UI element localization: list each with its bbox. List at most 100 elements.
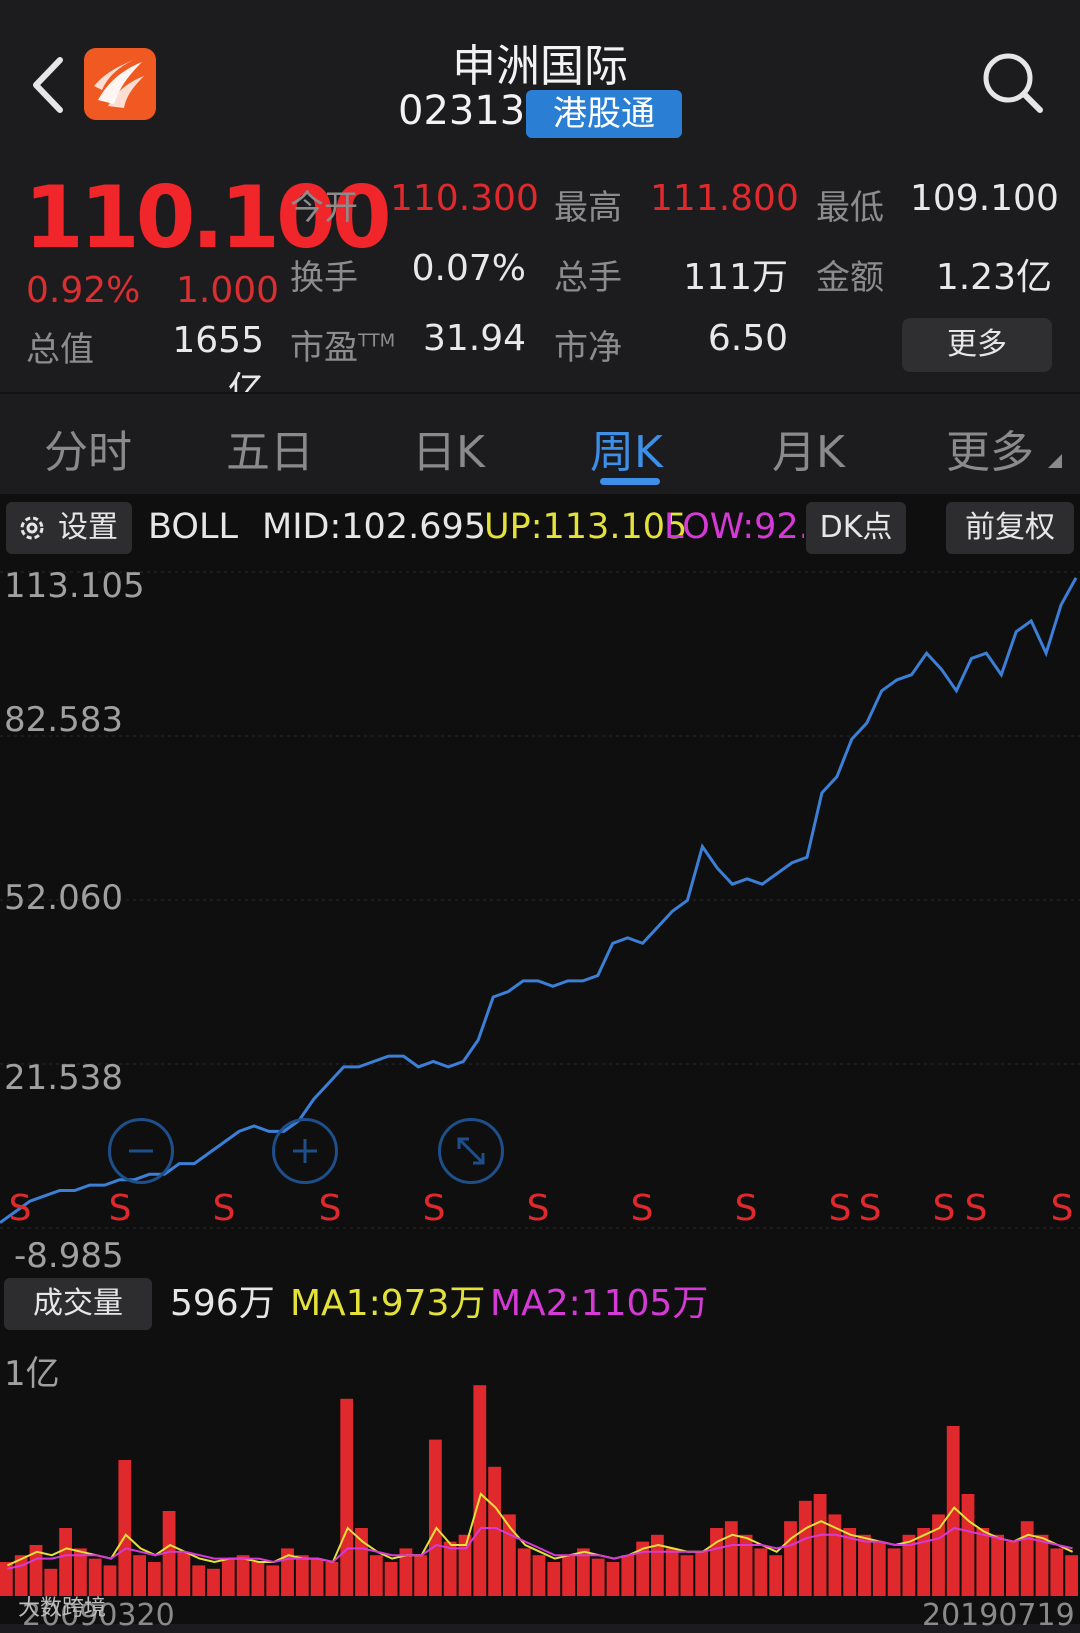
volume-bar (473, 1385, 487, 1596)
volume-bar (621, 1555, 635, 1596)
sell-signal-mark: S (9, 1188, 32, 1229)
search-icon[interactable] (978, 48, 1048, 118)
volume-ma2: MA2:1105万 (490, 1283, 709, 1324)
tab-intraday[interactable]: 分时 (44, 427, 132, 478)
volume-bar (872, 1541, 886, 1596)
sell-signal-mark: S (527, 1188, 550, 1229)
volume-bar (1035, 1534, 1049, 1596)
volume-bar (0, 1562, 13, 1596)
volume-bar (59, 1528, 72, 1596)
sell-signal-mark: S (631, 1188, 654, 1229)
zoom-in-button[interactable] (272, 1118, 338, 1184)
high-value: 111.800 (650, 178, 799, 219)
minus-icon (129, 1149, 153, 1153)
volume-bar (562, 1555, 575, 1596)
volume-bar-chart[interactable] (0, 1334, 1080, 1598)
volume-bar (798, 1500, 812, 1596)
volume-bar (162, 1511, 176, 1596)
volume-bar (1006, 1541, 1019, 1596)
fullscreen-button[interactable] (438, 1118, 504, 1184)
open-label: 今开 (290, 188, 358, 228)
volume-bar (695, 1551, 709, 1596)
volume-bar (399, 1548, 413, 1596)
tab-more[interactable]: 更多 (946, 427, 1034, 478)
volume-bar (133, 1555, 146, 1596)
last-price: 110.100 (24, 168, 392, 268)
volume-bar (192, 1565, 206, 1596)
volume-bar (44, 1568, 58, 1596)
pb-value: 6.50 (707, 318, 788, 359)
volume-bar (207, 1568, 220, 1596)
zoom-out-button[interactable] (108, 1118, 174, 1184)
volume-bar (724, 1521, 738, 1596)
boll-label: BOLL (148, 507, 238, 547)
volume-bar (74, 1548, 87, 1596)
volume-label: 总手 (554, 258, 622, 298)
volume-bar (325, 1562, 339, 1596)
volume-bar (384, 1562, 398, 1596)
price-line (0, 577, 1078, 1224)
volume-current: 596万 (170, 1283, 275, 1324)
tab-five-day[interactable]: 五日 (226, 427, 314, 478)
pb-label: 市净 (554, 328, 622, 368)
turnover-value: 0.07% (411, 248, 526, 289)
tab-daily-k[interactable]: 日K (412, 427, 485, 478)
volume-indicator-button[interactable]: 成交量 (4, 1278, 152, 1330)
date-end: 20190719 (922, 1598, 1075, 1633)
sell-signal-mark: S (423, 1188, 446, 1229)
volume-bar (813, 1494, 827, 1596)
sell-signal-mark: S (319, 1188, 342, 1229)
y-tick-4: 21.538 (4, 1058, 123, 1098)
watermark: 大数跨境 (18, 1596, 107, 1621)
dk-point-button[interactable]: DK点 (806, 502, 906, 554)
sell-signal-mark: S (109, 1188, 132, 1229)
volume-value: 111万 (683, 257, 788, 298)
volume-bar (710, 1528, 723, 1596)
volume-bar (355, 1528, 368, 1596)
boll-low: LOW:92. (664, 507, 804, 547)
volume-bar (606, 1562, 620, 1596)
settings-label: 设置 (58, 510, 118, 545)
sell-signal-mark: S (829, 1188, 852, 1229)
volume-bar (429, 1439, 442, 1596)
sell-signal-mark: S (965, 1188, 988, 1229)
volume-bar (310, 1558, 324, 1596)
volume-bar (577, 1548, 590, 1596)
volume-bar (739, 1534, 753, 1596)
sell-signal-mark: S (1051, 1188, 1074, 1229)
volume-bar (266, 1565, 280, 1596)
stock-code: 02313 (398, 88, 526, 134)
volume-bar (295, 1555, 309, 1596)
adjust-button[interactable]: 前复权 (946, 502, 1074, 554)
divider (0, 392, 1080, 394)
volume-bar (1020, 1521, 1034, 1596)
volume-bar (443, 1541, 457, 1596)
volume-bar (177, 1551, 191, 1596)
more-quote-button[interactable]: 更多 (902, 318, 1052, 372)
amount-value: 1.23亿 (935, 257, 1052, 298)
plus-icon (293, 1139, 317, 1163)
volume-bar (769, 1555, 783, 1596)
settings-button[interactable]: 设置 (6, 502, 132, 554)
volume-bar (118, 1460, 132, 1596)
y-tick-2: 82.583 (4, 700, 123, 740)
sell-signal-mark: S (933, 1188, 956, 1229)
volume-bar (784, 1521, 797, 1596)
boll-mid: MID:102.695 (262, 507, 486, 547)
volume-bar (251, 1562, 265, 1596)
change-amount: 1.000 (176, 270, 280, 311)
volume-bar (665, 1548, 679, 1596)
tab-monthly-k[interactable]: 月K (772, 427, 845, 478)
volume-bar (976, 1528, 990, 1596)
volume-bar (917, 1528, 931, 1596)
volume-bar (488, 1466, 501, 1596)
volume-bar (991, 1534, 1004, 1596)
pe-ttm-sup: TTM (358, 330, 396, 352)
chevron-left-icon[interactable] (26, 50, 76, 120)
tab-weekly-k[interactable]: 周K (590, 427, 663, 478)
sell-signal-mark: S (735, 1188, 758, 1229)
volume-bar (591, 1558, 605, 1596)
volume-ma2-line (7, 1526, 1073, 1570)
volume-bar (1050, 1548, 1064, 1596)
